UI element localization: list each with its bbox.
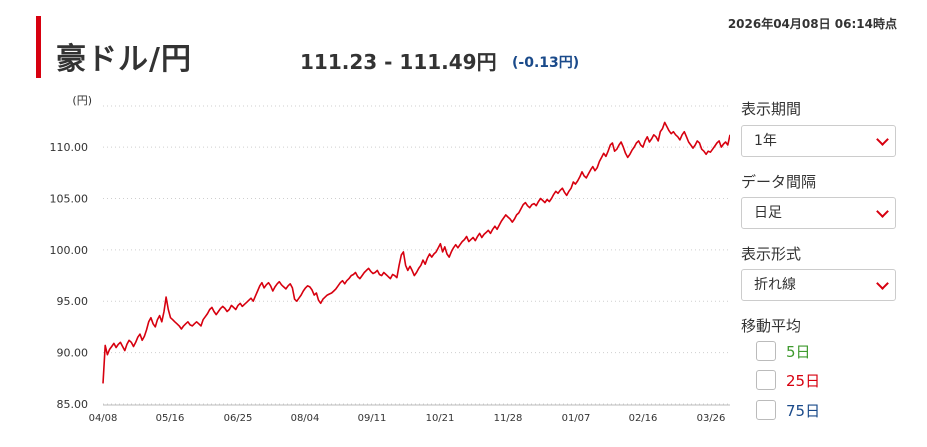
x-tick-label: 06/25 bbox=[224, 413, 253, 424]
format-label: 表示形式 bbox=[741, 245, 802, 263]
page-title: 豪ドル/円 bbox=[56, 42, 192, 77]
period-select-value: 1年 bbox=[754, 133, 777, 149]
y-unit-label: (円) bbox=[72, 94, 92, 107]
period-label: 表示期間 bbox=[741, 100, 802, 118]
price-chart: (円) 85.00 90.00 95.00 100.00 105.00 110.00 04/0… bbox=[50, 94, 730, 424]
format-select[interactable]: 折れ線 bbox=[741, 269, 896, 301]
chevron-down-icon bbox=[876, 277, 889, 290]
ma-75-label: 75日 bbox=[786, 401, 821, 420]
ma-label: 移動平均 bbox=[741, 317, 802, 335]
x-tick-label: 11/28 bbox=[494, 413, 523, 424]
ma-75-checkbox[interactable] bbox=[756, 400, 776, 420]
y-tick-label: 100.00 bbox=[50, 244, 89, 257]
price-line bbox=[102, 121, 730, 384]
x-tick-label: 04/08 bbox=[89, 413, 118, 424]
format-select-value: 折れ線 bbox=[754, 277, 796, 293]
x-tick-label: 08/04 bbox=[291, 413, 320, 424]
ma-5-label: 5日 bbox=[786, 342, 811, 361]
interval-select-value: 日足 bbox=[754, 205, 782, 221]
interval-label: データ間隔 bbox=[741, 173, 817, 191]
ma-5-checkbox[interactable] bbox=[756, 341, 776, 361]
x-tick-label: 10/21 bbox=[426, 413, 455, 424]
y-tick-label: 90.00 bbox=[57, 347, 89, 360]
chevron-down-icon bbox=[876, 133, 889, 146]
ma-option-25[interactable]: 25日 bbox=[756, 369, 820, 391]
y-tick-label: 105.00 bbox=[50, 192, 89, 205]
x-tick-label: 05/16 bbox=[156, 413, 185, 424]
ma-25-label: 25日 bbox=[786, 371, 821, 390]
x-tick-label: 09/11 bbox=[358, 413, 387, 424]
chevron-down-icon bbox=[876, 205, 889, 218]
x-tick-label: 01/07 bbox=[562, 413, 591, 424]
ma-25-checkbox[interactable] bbox=[756, 370, 776, 390]
y-tick-label: 85.00 bbox=[57, 398, 89, 411]
y-tick-label: 95.00 bbox=[57, 295, 89, 308]
price-range: 111.23 - 111.49円 bbox=[300, 50, 497, 74]
ma-option-5[interactable]: 5日 bbox=[756, 340, 811, 362]
interval-select[interactable]: 日足 bbox=[741, 197, 896, 229]
y-tick-label: 110.00 bbox=[50, 141, 89, 154]
x-tick-label: 02/16 bbox=[629, 413, 658, 424]
ma-option-75[interactable]: 75日 bbox=[756, 399, 820, 421]
x-tick-label: 03/26 bbox=[697, 413, 726, 424]
title-accent-bar bbox=[36, 16, 41, 78]
period-select[interactable]: 1年 bbox=[741, 125, 896, 157]
price-change: (-0.13円) bbox=[512, 55, 580, 71]
timestamp: 2026年04月08日 06:14時点 bbox=[727, 17, 897, 31]
